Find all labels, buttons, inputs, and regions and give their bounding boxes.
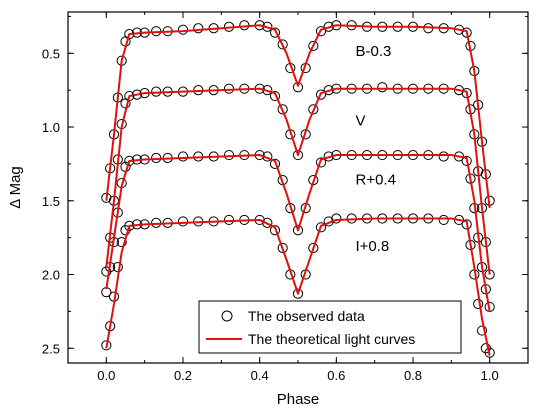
y-tick-label: 2.5 — [42, 341, 60, 356]
observed-point — [331, 213, 342, 224]
y-axis-title: Δ Mag — [7, 166, 24, 209]
observed-point — [269, 225, 281, 236]
model-curve — [105, 24, 491, 209]
x-axis-title: Phase — [277, 391, 320, 408]
observed-point — [277, 39, 288, 50]
observed-point — [223, 149, 235, 161]
observed-point — [438, 214, 449, 226]
observed-point — [461, 88, 472, 99]
observed-point — [269, 158, 281, 169]
observed-point — [315, 89, 327, 100]
y-tick-label: 2.0 — [42, 268, 60, 283]
legend-marker-observed — [221, 310, 233, 322]
observed-point — [315, 26, 327, 37]
band-label: V — [356, 113, 366, 130]
legend-label-observed: The observed data — [248, 308, 365, 324]
observed-point — [476, 325, 488, 336]
x-tick-label: 0.4 — [251, 368, 269, 383]
x-tick-label: 0.6 — [327, 368, 345, 383]
x-tick-label: 0.8 — [404, 368, 422, 383]
observed-point — [277, 242, 288, 254]
band-label: B-0.3 — [356, 43, 392, 60]
observed-point — [308, 242, 319, 254]
observed-point — [277, 104, 288, 115]
observed-point — [377, 82, 388, 93]
observed-point — [262, 217, 273, 228]
observed-point — [461, 27, 472, 38]
observed-point — [177, 216, 189, 227]
observed-point — [193, 23, 204, 34]
y-tick-label: 1.0 — [42, 120, 60, 135]
observed-point — [308, 40, 319, 52]
observed-point — [461, 155, 472, 167]
plot-area — [101, 20, 495, 358]
observed-point — [177, 24, 189, 35]
observed-point — [484, 301, 495, 313]
legend-box — [198, 300, 462, 354]
y-tick-label: 0.5 — [42, 46, 60, 61]
observed-point — [177, 151, 189, 162]
observed-point — [292, 149, 304, 161]
legend-label-model: The theoretical light curves — [248, 331, 415, 347]
observed-point — [308, 104, 319, 115]
model-curve — [105, 217, 491, 356]
observed-point — [461, 219, 472, 230]
legend: The observed data The theoretical light … — [198, 300, 462, 354]
model-curve — [105, 154, 491, 312]
band-label: I+0.8 — [356, 238, 390, 255]
observed-point — [269, 90, 281, 102]
axes: 0.0 0.2 0.4 0.6 0.8 1.0 0.5 1.0 1.5 2.0 2.5 — [42, 11, 529, 383]
observed-point — [116, 236, 127, 248]
observed-point — [315, 157, 327, 168]
band-labels: B-0.3 V R+0.4 I+0.8 — [356, 43, 396, 255]
y-tick-label: 1.5 — [42, 194, 60, 209]
observed-point — [315, 222, 327, 233]
x-tick-label: 0.0 — [97, 368, 115, 383]
observed-point — [101, 340, 112, 351]
observed-point — [292, 225, 304, 236]
observed-point — [269, 27, 281, 38]
observed-point — [292, 288, 304, 299]
observed-point — [292, 82, 304, 93]
x-tick-label: 0.2 — [174, 368, 192, 383]
x-tick-label: 1.0 — [481, 368, 499, 383]
band-label: R+0.4 — [356, 172, 396, 189]
model-curve — [105, 87, 491, 275]
observed-point — [438, 151, 449, 162]
